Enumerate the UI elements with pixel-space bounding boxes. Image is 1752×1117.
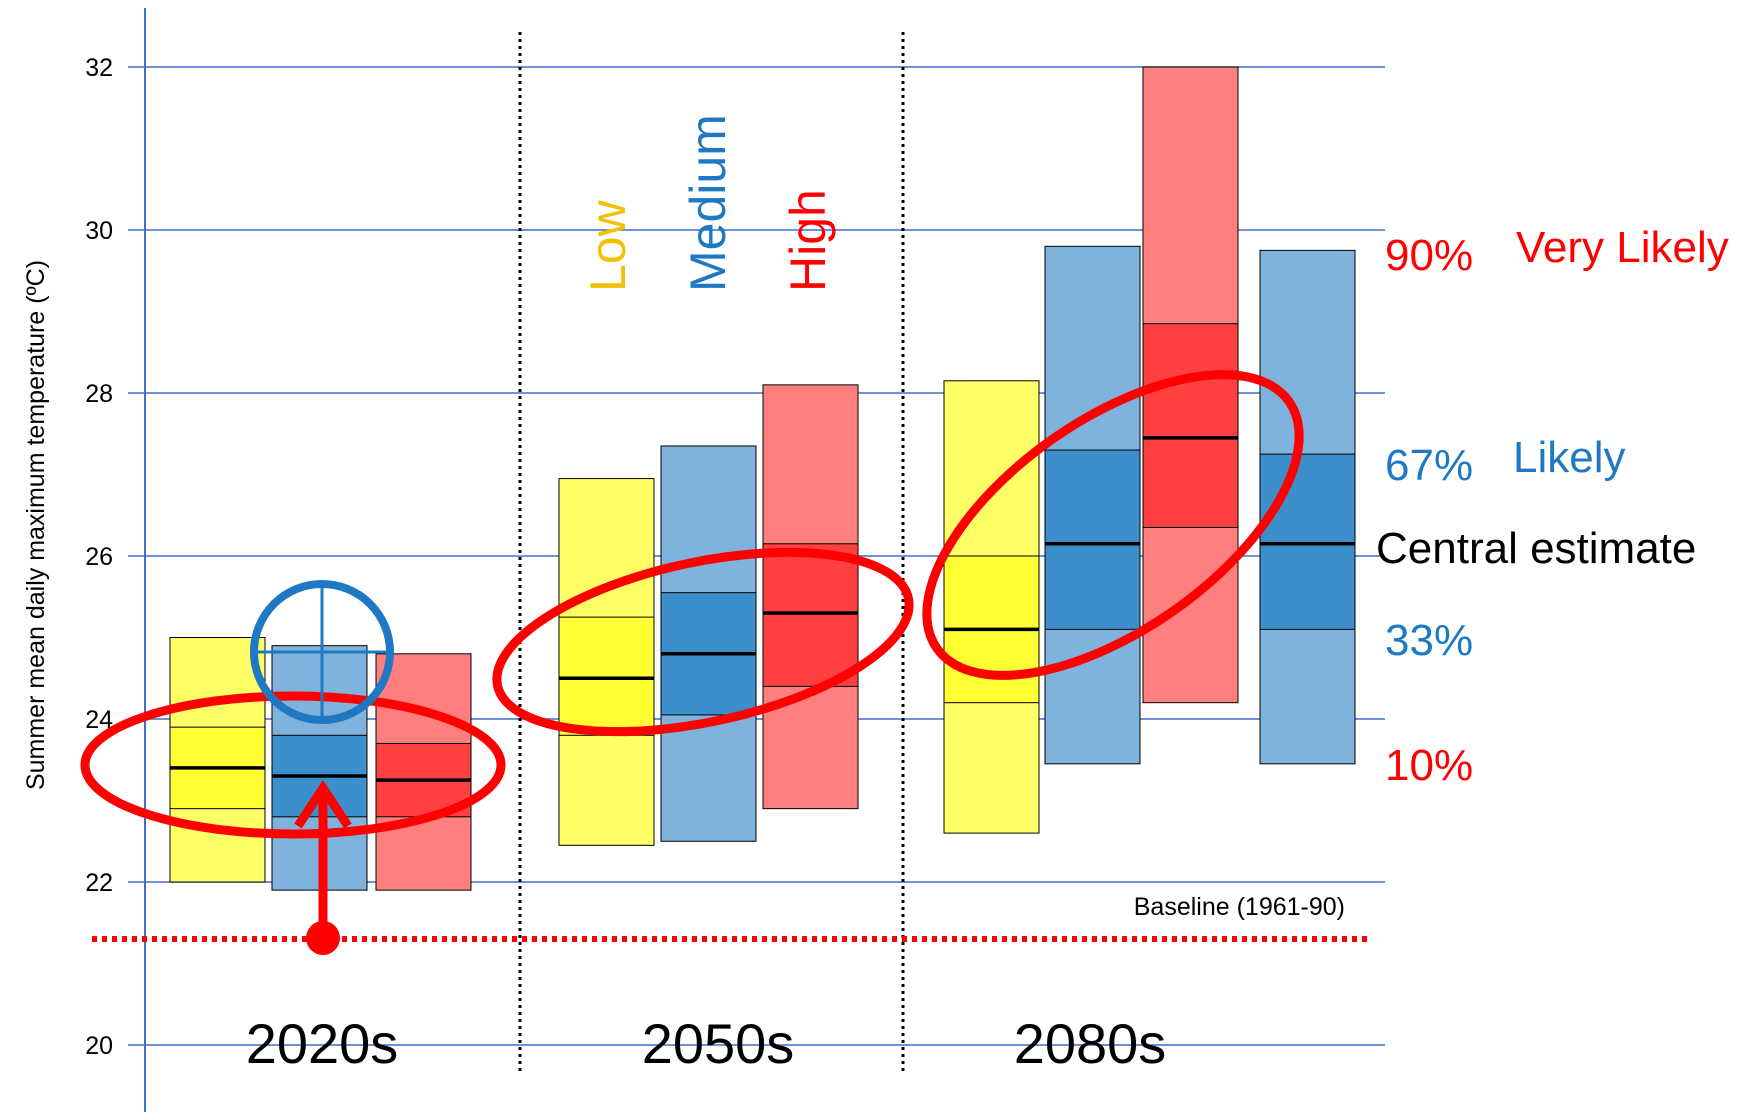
box-2080s-low-6 — [943, 380, 1040, 834]
label-very-likely: Very Likely — [1516, 223, 1729, 272]
box-2050s-medium-4 — [660, 445, 757, 842]
period-label-2020s: 2020s — [246, 1012, 399, 1075]
highlight-ellipse-2080s — [922, 370, 1304, 680]
box-2020s-high-2 — [375, 653, 472, 891]
highlight-ellipse-2050s — [492, 547, 914, 737]
scenario-label-medium: Medium — [680, 114, 736, 292]
label-central-estimate: Central estimate — [1376, 524, 1696, 573]
box-2050s-high-5 — [762, 384, 859, 810]
box-2020s-low-0 — [169, 637, 266, 883]
box-layer — [169, 66, 1356, 891]
scenario-label-high: High — [780, 189, 836, 292]
y-tick-label-32: 32 — [85, 54, 113, 82]
scenario-label-low: Low — [580, 199, 636, 292]
label-p67: 67% — [1385, 441, 1473, 490]
y-tick-label-28: 28 — [85, 380, 113, 408]
box-inner-2050s-high-5 — [762, 543, 859, 687]
baseline-label: Baseline (1961-90) — [1134, 893, 1345, 921]
box-inner-2080s-medium-9 — [1259, 453, 1356, 630]
box-inner-2080s-medium-7 — [1044, 449, 1141, 630]
y-tick-label-22: 22 — [85, 869, 113, 897]
annotation-layer — [80, 370, 1368, 955]
label-p10: 10% — [1385, 741, 1473, 790]
label-likely: Likely — [1513, 433, 1626, 482]
label-p90: 90% — [1385, 231, 1473, 280]
box-inner-2050s-low-3 — [558, 616, 655, 736]
y-tick-label-26: 26 — [85, 543, 113, 571]
y-tick-label-20: 20 — [85, 1032, 113, 1060]
box-2050s-low-3 — [558, 478, 655, 846]
y-axis-label: Summer mean daily maximum temperature (º… — [22, 260, 50, 790]
y-tick-label-30: 30 — [85, 217, 113, 245]
box-inner-2080s-high-8 — [1142, 323, 1239, 528]
period-label-2050s: 2050s — [642, 1012, 795, 1075]
arrow-head — [294, 779, 352, 829]
period-label-2080s: 2080s — [1014, 1012, 1167, 1075]
text-layer: Summer mean daily maximum temperature (º… — [22, 114, 1729, 1075]
label-p33: 33% — [1385, 616, 1473, 665]
box-2080s-medium-7 — [1044, 245, 1141, 765]
highlight-ellipse-2020s — [80, 691, 506, 839]
